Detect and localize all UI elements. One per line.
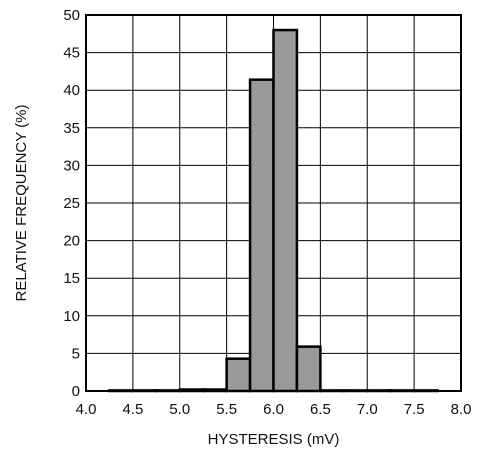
y-tick-label: 10 [63, 308, 80, 325]
y-tick-label: 0 [72, 383, 80, 400]
x-tick-label: 5.0 [169, 401, 190, 418]
y-tick-labels: 0 5 10 15 20 25 30 35 40 45 50 [63, 7, 80, 400]
x-tick-label: 4.5 [122, 401, 143, 418]
y-tick-label: 40 [63, 82, 80, 99]
y-tick-label: 5 [72, 345, 80, 362]
x-tick-label: 7.5 [404, 401, 425, 418]
x-tick-label: 5.5 [216, 401, 237, 418]
x-tick-label: 8.0 [451, 401, 472, 418]
x-tick-label: 4.0 [76, 401, 97, 418]
histogram-bar [295, 345, 322, 393]
histogram-bars [108, 28, 439, 393]
x-axis-title: HYSTERESIS (mV) [208, 431, 340, 448]
y-tick-label: 30 [63, 157, 80, 174]
histogram-bar [225, 357, 252, 393]
y-tick-label: 50 [63, 7, 80, 24]
x-tick-label: 6.5 [310, 401, 331, 418]
y-tick-label: 20 [63, 233, 80, 250]
x-tick-labels: 4.0 4.5 5.0 5.5 6.0 6.5 7.0 7.5 8.0 [76, 401, 472, 418]
histogram-bar [272, 28, 299, 393]
x-tick-label: 6.0 [263, 401, 284, 418]
histogram-bar [248, 78, 275, 393]
y-tick-label: 15 [63, 270, 80, 287]
y-tick-label: 35 [63, 120, 80, 137]
plot-frame [85, 14, 462, 392]
y-axis-title: RELATIVE FREQUENCY (%) [13, 105, 30, 302]
y-tick-label: 45 [63, 45, 80, 62]
y-tick-label: 25 [63, 195, 80, 212]
x-tick-label: 7.0 [357, 401, 378, 418]
